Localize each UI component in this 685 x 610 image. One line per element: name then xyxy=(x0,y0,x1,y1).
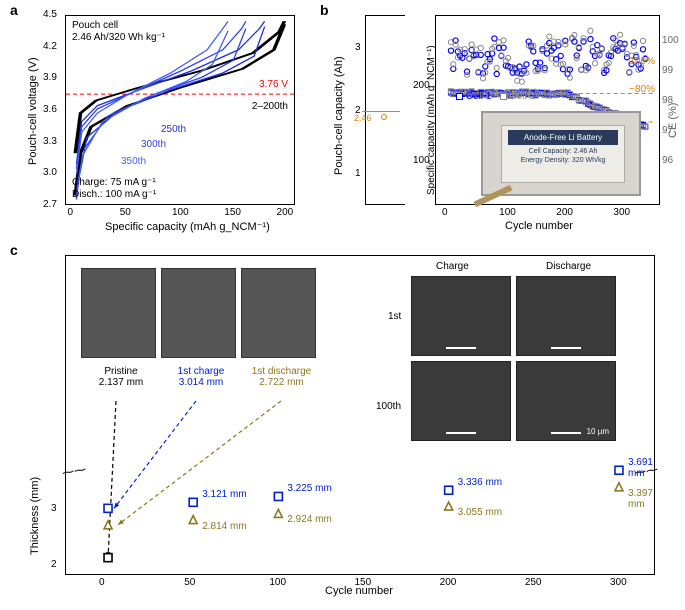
legend-cell2-marker xyxy=(500,93,507,100)
sem-100-charge xyxy=(411,361,511,441)
lab-1c-t: 1st charge xyxy=(166,366,236,377)
dash100: 100% xyxy=(629,56,655,67)
sem-row100: 100th xyxy=(376,401,401,412)
photo-1st-charge xyxy=(161,268,236,358)
cycle-350: 350th xyxy=(121,156,146,167)
lab-1d: 1st discharge 2.722 mm xyxy=(244,366,319,388)
sem-1-disch xyxy=(516,276,616,356)
pouch-photo: Anode-Free Li Battery Cell Capacity: 2.4… xyxy=(481,111,641,196)
panel-b-label: b xyxy=(320,2,329,18)
legend-cell1-marker xyxy=(456,93,463,100)
dash80: ~80% xyxy=(629,84,655,95)
lab-1d-v: 2.722 mm xyxy=(244,377,319,388)
rate2: Disch.: 100 mA g⁻¹ xyxy=(72,189,156,200)
cycle-300: 300th xyxy=(141,139,166,150)
sem-col-disch: Discharge xyxy=(546,261,591,272)
panel-a-annot2: 2.46 Ah/320 Wh kg⁻¹ xyxy=(72,32,165,43)
panel-b: b Pouch-cell capacity (Ah) 2.46 123 Cell… xyxy=(325,5,675,235)
panel-b-xlabel: Cycle number xyxy=(505,220,573,232)
cycle-main: 2–200th xyxy=(252,101,288,112)
pouch-line1: Anode-Free Li Battery xyxy=(508,130,618,145)
panel-a-ylabel: Pouch-cell voltage (V) xyxy=(27,57,39,165)
legend-cell2: Cell 2 xyxy=(509,91,535,102)
legend-cell1: Cell 1 xyxy=(466,91,492,102)
panel-b-rightplot: Cell 1 Cell 2 100% ~80% Anode-Free Li Ba… xyxy=(435,15,660,205)
panel-b-ylabel-left: Pouch-cell capacity (Ah) xyxy=(333,56,345,175)
sem-col-charge: Charge xyxy=(436,261,469,272)
lab-pristine: Pristine 2.137 mm xyxy=(91,366,151,388)
rate1: Charge: 75 mA g⁻¹ xyxy=(72,177,156,188)
sem-row1: 1st xyxy=(388,311,401,322)
scale-bar xyxy=(551,432,581,434)
photo-pristine xyxy=(81,268,156,358)
sem-scale-label: 10 μm xyxy=(587,427,609,436)
left-marker xyxy=(381,114,387,120)
cycle-250: 250th xyxy=(161,124,186,135)
scale-bar xyxy=(551,347,581,349)
left-marker-err xyxy=(362,111,400,112)
legend: Cell 1 Cell 2 xyxy=(456,91,535,102)
scale-bar xyxy=(446,432,476,434)
panel-c: c Pristine 2.137 mm 1st charge 3.014 mm … xyxy=(15,245,670,600)
scale-bar xyxy=(446,347,476,349)
lab-pristine-t: Pristine xyxy=(91,366,151,377)
lab-1d-t: 1st discharge xyxy=(244,366,319,377)
panel-a-annot1: Pouch cell xyxy=(72,20,118,31)
pouch-label-card: Anode-Free Li Battery Cell Capacity: 2.4… xyxy=(501,125,625,183)
panel-b-leftplot xyxy=(365,15,405,205)
panel-a-plot: Pouch cell 2.46 Ah/320 Wh kg⁻¹ 3.76 V 2–… xyxy=(65,15,295,205)
panel-a-xlabel: Specific capacity (mAh g_NCM⁻¹) xyxy=(105,220,270,233)
panel-c-ylabel: Thickness (mm) xyxy=(29,477,41,555)
panel-a-dashlabel: 3.76 V xyxy=(259,79,288,90)
panel-a: a Pouch cell 2.46 Ah/320 Wh kg⁻¹ 3.76 V … xyxy=(15,5,315,235)
panel-c-plot: Pristine 2.137 mm 1st charge 3.014 mm 1s… xyxy=(65,255,655,575)
photo-1st-discharge xyxy=(241,268,316,358)
panel-c-label: c xyxy=(10,242,18,258)
pouch-line3: Energy Density: 320 Wh/kg xyxy=(502,157,624,164)
pouch-line2: Cell Capacity: 2.46 Ah xyxy=(502,148,624,155)
lab-1c: 1st charge 3.014 mm xyxy=(166,366,236,388)
sem-1-charge xyxy=(411,276,511,356)
lab-1c-v: 3.014 mm xyxy=(166,377,236,388)
panel-a-label: a xyxy=(10,2,18,18)
panel-b-ylabel-mid: Specific capacity (mAh g_NCM⁻¹) xyxy=(426,45,437,195)
lab-pristine-v: 2.137 mm xyxy=(91,377,151,388)
sem-100-disch: 10 μm xyxy=(516,361,616,441)
